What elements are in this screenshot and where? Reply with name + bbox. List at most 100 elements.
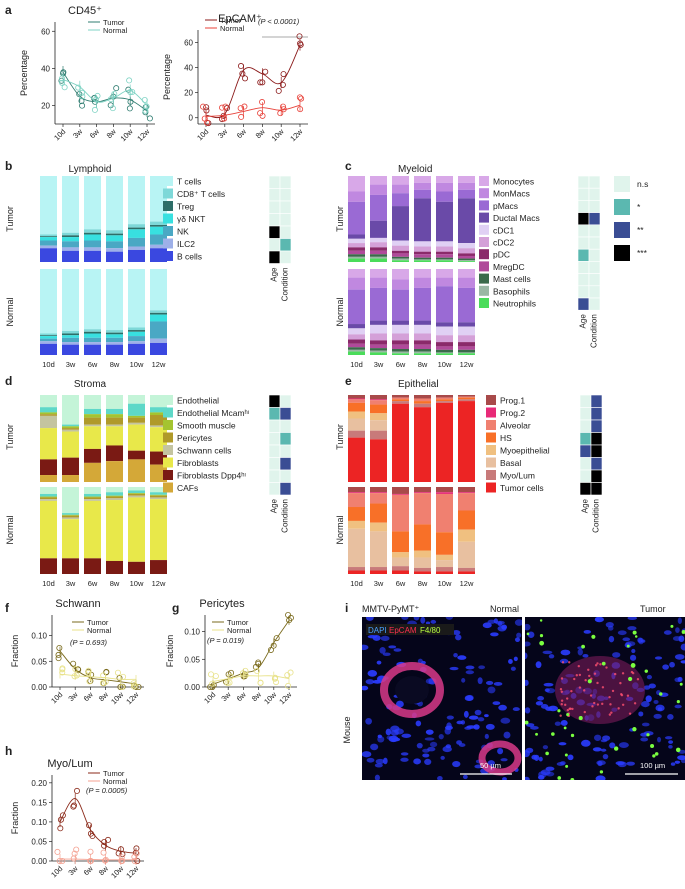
bar-segment — [348, 339, 365, 344]
bar-segment — [128, 493, 145, 496]
bar-segment — [62, 487, 79, 514]
nucleus — [582, 653, 589, 658]
data-point-tumor — [116, 675, 123, 682]
x-tick-label: 10w — [109, 690, 126, 707]
x-tick-label: 12w — [152, 360, 166, 369]
y-axis-label: Fraction — [10, 635, 20, 668]
row-label-normal: Normal — [5, 297, 15, 326]
bar-segment — [62, 428, 79, 430]
bar-segment — [84, 232, 101, 235]
legend-label: Normal — [103, 26, 128, 35]
bar-segment — [436, 346, 453, 350]
panel-letter-a: a — [5, 3, 12, 17]
p-value: (P = 0.693) — [70, 638, 108, 647]
data-point-normal — [71, 850, 78, 857]
y-tick-label: 0.05 — [31, 837, 47, 846]
bar-segment — [128, 331, 145, 337]
nucleus — [559, 658, 569, 664]
panel-letter-i: i — [345, 601, 348, 615]
bar-segment — [62, 519, 79, 559]
legend-label: γδ NKT — [177, 214, 205, 224]
bar-segment — [150, 499, 167, 561]
legend-label: MregDC — [493, 262, 525, 272]
bar-segment — [458, 487, 475, 493]
nucleus — [641, 722, 650, 727]
f480-signal — [565, 764, 569, 768]
nucleus — [567, 754, 574, 761]
f480-signal — [551, 732, 555, 736]
data-point-tumor — [113, 85, 120, 92]
bar-segment — [84, 493, 101, 497]
bar-segment — [62, 176, 79, 233]
nucleus — [527, 631, 535, 638]
nucleus — [648, 683, 656, 689]
nucleus — [484, 733, 489, 740]
bar-segment — [414, 348, 431, 352]
nucleus — [362, 751, 372, 758]
bar-segment — [62, 344, 79, 355]
nucleus — [670, 762, 676, 766]
epcam-signal — [570, 689, 573, 693]
legend-swatch — [479, 273, 489, 284]
legend-label: Endothelial Mcamʰᶦ — [177, 408, 249, 418]
legend-label: ILC2 — [177, 239, 195, 249]
bars-myeloid: 10d 3w 6w 8w 10w 12w — [348, 176, 475, 369]
x-tick-label: 10w — [270, 127, 287, 144]
y-axis-label: Fraction — [165, 635, 175, 668]
data-point-tumor — [280, 71, 287, 78]
legend-swatch — [486, 445, 496, 455]
x-tick-label: 3w — [374, 360, 384, 369]
sig-cell — [588, 261, 601, 274]
bar-segment — [62, 250, 79, 262]
epcam-signal — [571, 707, 574, 711]
f480-signal — [566, 713, 570, 717]
bar-segment — [436, 246, 453, 252]
nucleus — [478, 665, 486, 670]
nucleus — [413, 758, 421, 765]
nucleus — [525, 679, 529, 686]
legend-label: Normal — [220, 24, 245, 33]
bar-segment — [436, 395, 453, 398]
bar-segment — [62, 241, 79, 248]
bar-segment — [150, 495, 167, 498]
nucleus — [370, 743, 379, 751]
data-point-tumor — [237, 63, 244, 70]
nucleus — [446, 715, 454, 720]
bar-segment — [150, 425, 167, 428]
nucleus — [662, 664, 670, 670]
epcam-signal — [601, 702, 604, 706]
legend-label: B cells — [177, 252, 202, 262]
x-tick-label: 12w — [277, 690, 294, 707]
bar-segment — [106, 241, 123, 249]
x-tick-label: 10d — [350, 579, 363, 588]
nucleus — [424, 737, 435, 741]
panel-letter-g: g — [172, 601, 179, 615]
bar-segment — [128, 487, 145, 491]
nucleus — [617, 630, 627, 636]
sig-cell — [268, 225, 281, 239]
legend-swatch — [163, 470, 173, 480]
data-point-normal — [100, 849, 107, 856]
epcam-signal — [608, 713, 612, 716]
bar-segment — [414, 351, 431, 354]
sig-cell — [588, 200, 601, 213]
nucleus — [456, 720, 463, 725]
nucleus — [383, 757, 388, 765]
nucleus — [525, 747, 534, 753]
row-label-tumor: Tumor — [335, 424, 345, 450]
bar-segment — [370, 420, 387, 431]
bar-segment — [392, 176, 409, 185]
bar-segment — [392, 320, 409, 325]
data-point-normal — [296, 94, 303, 101]
bar-segment — [370, 503, 387, 523]
bar-segment — [348, 487, 365, 493]
data-point-normal — [272, 674, 279, 681]
data-point-tumor — [56, 644, 63, 651]
sig-cell — [279, 238, 292, 252]
bar-segment — [348, 528, 365, 568]
data-point-normal — [273, 679, 280, 686]
bar-segment — [370, 277, 387, 288]
bar-segment — [150, 321, 167, 339]
nucleus — [416, 742, 423, 749]
f480-signal — [652, 754, 656, 758]
